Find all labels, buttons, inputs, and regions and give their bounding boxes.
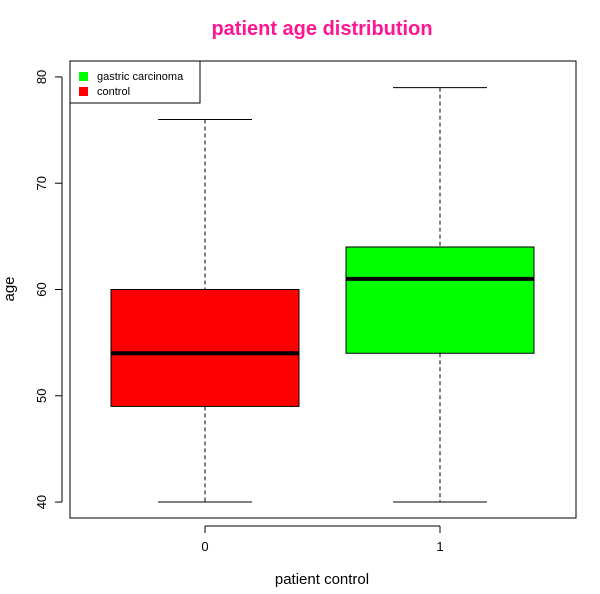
iqr-box [110,289,300,407]
iqr-box [345,246,535,354]
box-group-0 [110,118,300,503]
y-tick-label: 60 [34,282,49,296]
x-tick-label: 0 [201,539,208,554]
plot-frame [69,60,577,519]
chart-title: patient age distribution [211,18,432,40]
legend: gastric carcinoma control [69,60,201,104]
legend-label-control: control [97,86,130,98]
legend-swatch-control [79,87,88,96]
y-tick-label: 70 [34,176,49,190]
x-axis-label: patient control [275,571,369,588]
boxes-layer [110,87,535,503]
legend-label-gastric-carcinoma: gastric carcinoma [97,71,184,83]
y-tick-label: 80 [34,70,49,84]
y-tick-label: 40 [34,495,49,509]
y-axis: 40 50 60 70 80 [34,70,63,509]
x-tick-label: 1 [436,539,443,554]
legend-swatch-gastric-carcinoma [79,72,88,81]
legend-box [69,60,201,104]
y-axis-label: age [1,276,18,301]
y-tick-label: 50 [34,389,49,403]
box-group-1 [345,87,535,503]
